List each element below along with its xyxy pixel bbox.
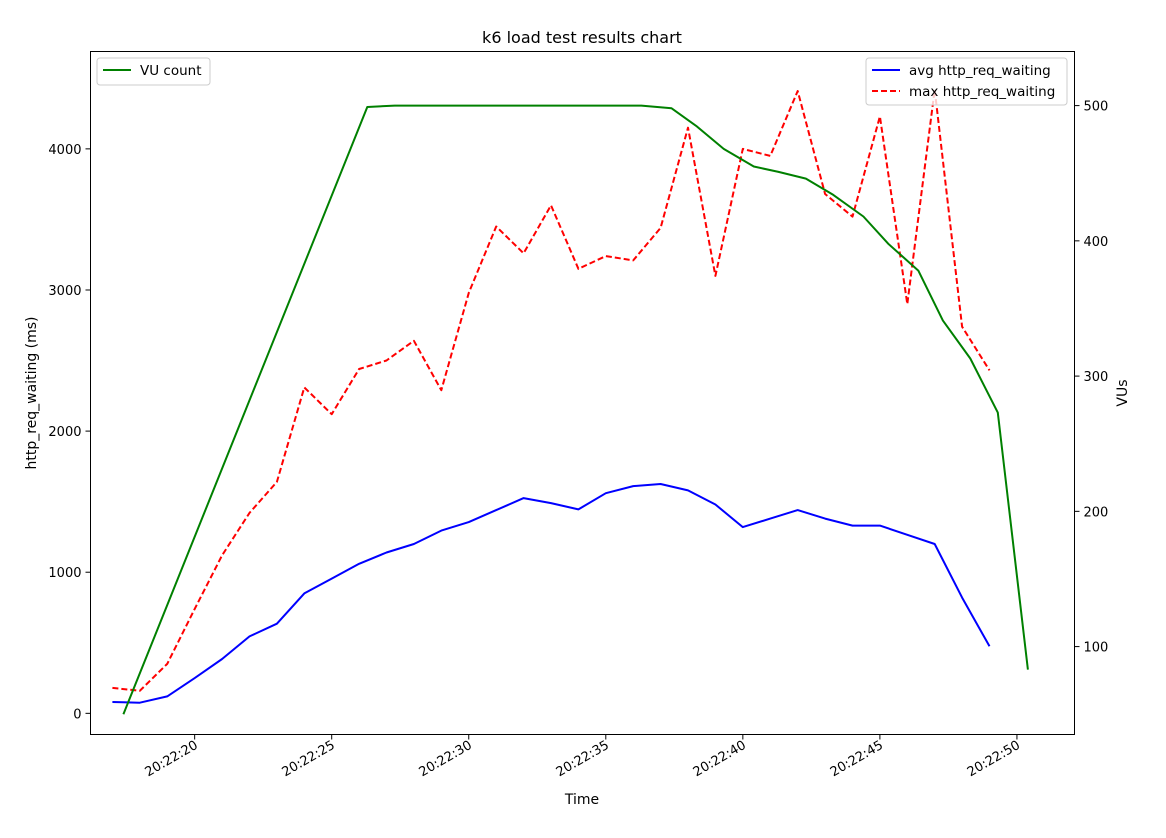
plot-area <box>90 51 1075 735</box>
legend-right: avg http_req_waiting max http_req_waitin… <box>865 57 1068 106</box>
chart-title: k6 load test results chart <box>482 28 682 47</box>
y-left-tick-label: 0 <box>73 707 81 722</box>
y-right-tick-label: 400 <box>1084 235 1109 250</box>
y-left-tick-label: 3000 <box>48 284 81 299</box>
legend-left: VU count <box>96 57 211 86</box>
y-axis-left: 0 1000 2000 3000 4000 <box>48 143 91 722</box>
legend-label-vu-count: VU count <box>140 63 202 79</box>
legend-label-max: max http_req_waiting <box>909 84 1055 100</box>
legend-right-box <box>865 57 1068 106</box>
y-left-tick-label: 4000 <box>48 143 81 158</box>
x-tick-label: 20:22:35 <box>554 738 612 780</box>
y-right-tick-label: 300 <box>1084 370 1109 385</box>
y-right-tick-label: 200 <box>1084 505 1109 520</box>
y-right-tick-label: 100 <box>1084 641 1109 656</box>
x-axis: 20:22:20 20:22:25 20:22:30 20:22:35 20:22:40… <box>143 734 1023 780</box>
x-tick-label: 20:22:40 <box>691 738 749 780</box>
series-line-vu-count <box>122 104 1029 715</box>
plot-frame <box>90 51 1075 735</box>
y-axis-left-title: http_req_waiting (ms) <box>24 316 40 469</box>
series-line-avg-http-req-waiting <box>112 483 991 704</box>
y-left-tick-label: 1000 <box>48 566 81 581</box>
x-tick-label: 20:22:20 <box>143 738 201 780</box>
legend-label-avg: avg http_req_waiting <box>909 63 1051 79</box>
x-tick-label: 20:22:45 <box>828 738 886 780</box>
legend-left-box <box>96 57 211 86</box>
x-tick-label: 20:22:25 <box>280 738 338 780</box>
y-axis-right: 100 200 300 400 500 <box>1074 100 1109 656</box>
x-axis-title: Time <box>564 792 599 808</box>
x-tick-label: 20:22:30 <box>417 738 475 780</box>
x-tick-label: 20:22:50 <box>965 738 1023 780</box>
y-right-tick-label: 500 <box>1084 100 1109 115</box>
series-layer <box>112 88 1029 715</box>
y-left-tick-label: 2000 <box>48 425 81 440</box>
y-axis-right-title: VUs <box>1115 379 1131 406</box>
